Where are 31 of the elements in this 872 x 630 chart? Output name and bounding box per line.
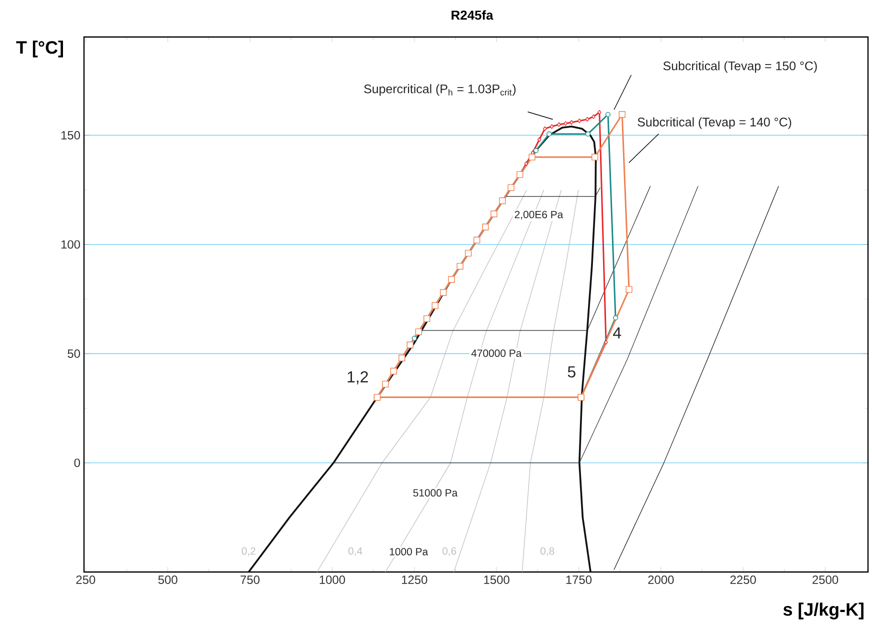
annotation: Subcritical (Tevap = 150 °C) bbox=[663, 61, 817, 73]
x-tick-label: 1500 bbox=[484, 576, 510, 584]
y-tick-label: 50 bbox=[68, 349, 80, 358]
annotation: 1,2 bbox=[348, 371, 368, 384]
x-tick-label: 2500 bbox=[812, 576, 838, 584]
annotation: 4 bbox=[613, 327, 622, 338]
x-axis-title: s [J/kg-K] bbox=[783, 602, 864, 620]
annotation: 0,8 bbox=[540, 547, 554, 556]
annotation: 0,2 bbox=[242, 547, 256, 556]
x-tick-label: 2000 bbox=[648, 576, 674, 584]
x-tick-label: 250 bbox=[76, 576, 96, 584]
annotation: 1000 Pa bbox=[390, 548, 428, 556]
annotation: 470000 Pa bbox=[471, 349, 522, 357]
y-tick-label: 100 bbox=[61, 240, 80, 249]
x-tick-label: 500 bbox=[158, 576, 178, 584]
x-tick-label: 1250 bbox=[402, 576, 428, 584]
annotation: Supercritical (P$_{h}$ = 1.03P$_{crit}$) bbox=[364, 84, 516, 96]
x-tick-label: 750 bbox=[240, 576, 260, 584]
annotation: 2,00E6 Pa bbox=[514, 210, 564, 220]
annotation: 0,6 bbox=[442, 547, 456, 556]
chart-title: R245fa bbox=[452, 10, 494, 20]
y-tick-label: 150 bbox=[61, 131, 80, 140]
x-tick-label: 2250 bbox=[730, 576, 756, 584]
annotation: Subcritical (Tevap = 140 °C) bbox=[638, 117, 792, 129]
annotation: 5 bbox=[568, 366, 576, 378]
annotation: 0,4 bbox=[348, 547, 362, 556]
annotation: 51000 Pa bbox=[413, 489, 458, 497]
y-tick-label: 0 bbox=[74, 458, 80, 468]
y-axis-title: T [°C] bbox=[16, 40, 63, 58]
x-tick-label: 1000 bbox=[320, 576, 346, 584]
x-tick-label: 1750 bbox=[566, 576, 592, 584]
